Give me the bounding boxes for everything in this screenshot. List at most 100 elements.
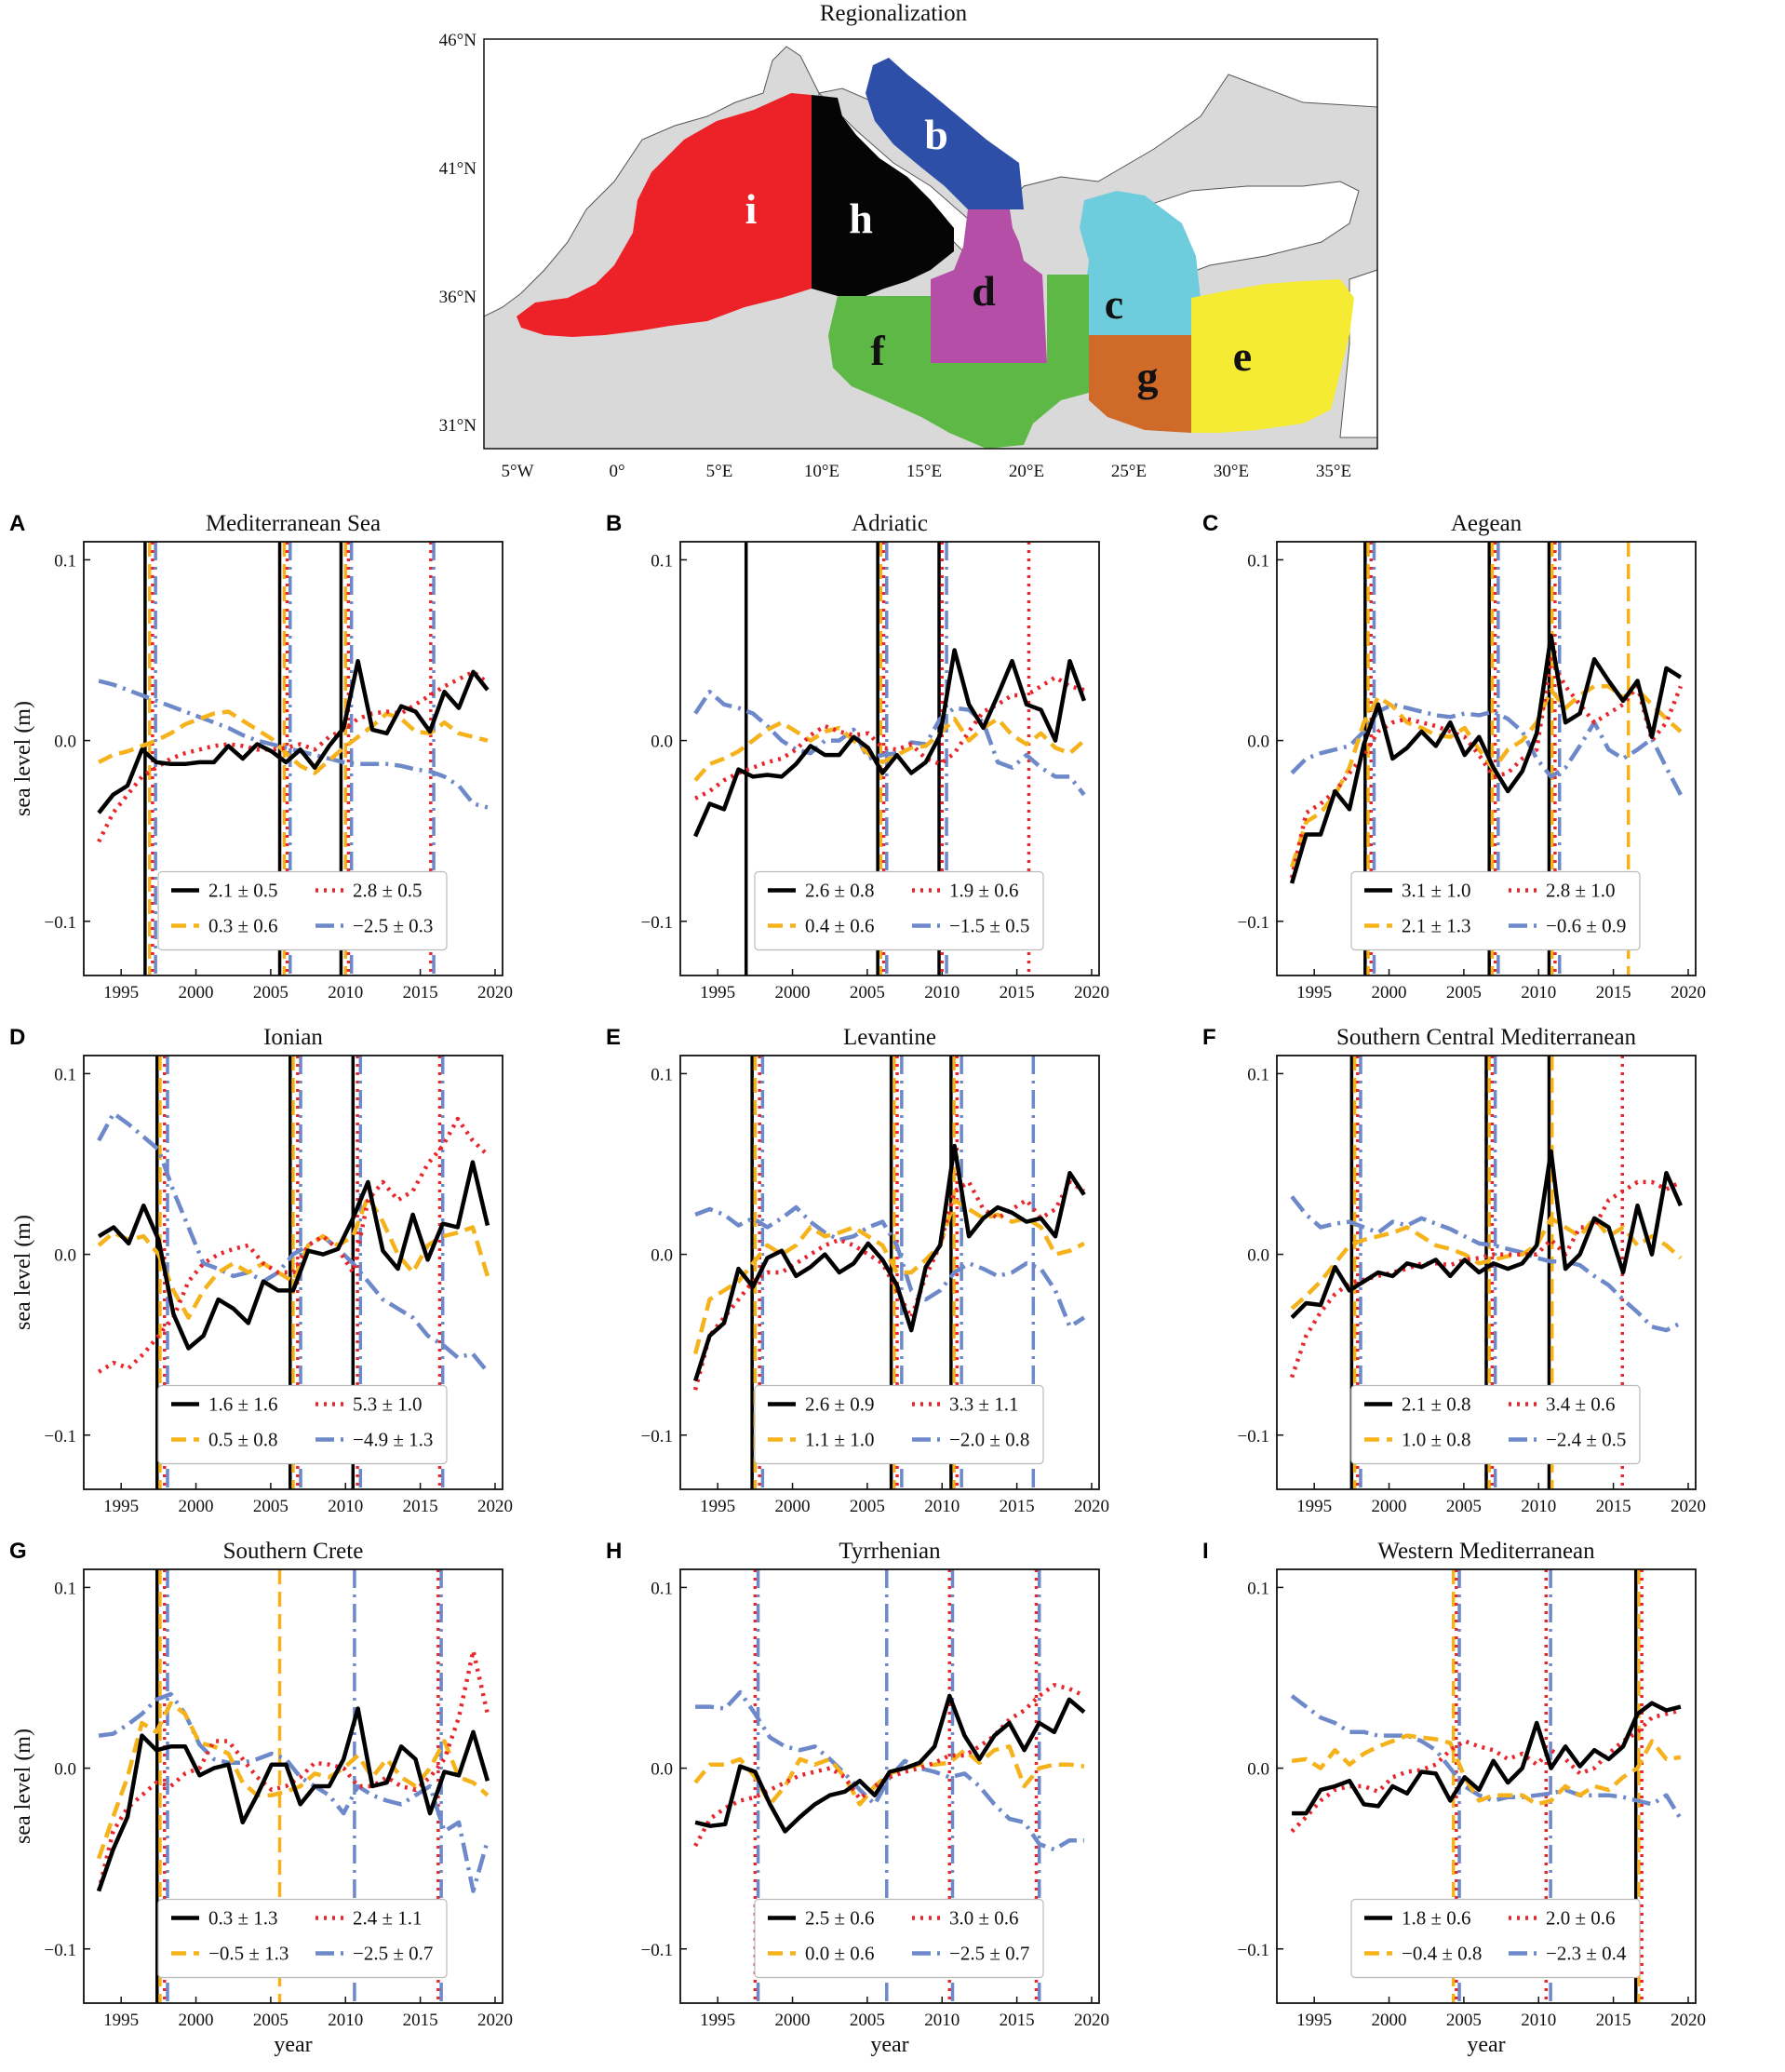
- panel-E: E Levantine 0.1 0.0 −0.1 1995 2000 2005 2010 2015…: [606, 1025, 1109, 1516]
- legend-box: [754, 870, 1044, 951]
- series-line-gmsl: [1289, 633, 1683, 884]
- y-tick-label: 0.1: [651, 551, 673, 571]
- region-h-tyrrhenian: [812, 95, 954, 296]
- series-line-gmsl: [1292, 1701, 1682, 1816]
- panel-title: Western Mediterranean: [1377, 1539, 1595, 1564]
- y-tick-label: 0.1: [1247, 1579, 1269, 1598]
- x-tick-label: 2015: [1000, 2011, 1035, 2030]
- panel-A: A Mediterranean Sea 0.1 0.0 −0.1 1995 2000 2005…: [9, 511, 513, 1002]
- region-label-c: c: [1105, 280, 1123, 328]
- map-lon-label: 25°E: [1111, 462, 1147, 481]
- series-line-gmsl: [96, 1706, 490, 1892]
- y-tick-label: 0.1: [651, 1065, 673, 1084]
- series-line-residual: [693, 689, 1086, 797]
- legend-label-gmsl: 1.8 ± 0.6: [1402, 1907, 1471, 1930]
- series-line-steric: [98, 709, 489, 775]
- legend-label-mass: 2.4 ± 1.1: [353, 1907, 423, 1930]
- legend-box: [1350, 870, 1641, 951]
- x-tick-label: 2005: [1446, 2011, 1482, 2030]
- panel-title: Southern Crete: [223, 1539, 364, 1564]
- x-tick-label: 2020: [477, 1497, 513, 1516]
- panel-letter: G: [9, 1539, 27, 1564]
- x-tick-label: 2000: [1372, 1497, 1407, 1516]
- region-e-levantine: [1191, 279, 1354, 433]
- panel-letter: A: [9, 511, 25, 536]
- regionalization-map: Regionalization b h i d c f g e 46°N 41°N…: [439, 1, 1378, 481]
- panel-title: Levantine: [843, 1025, 936, 1050]
- panel-F: F Southern Central Mediterranean 0.1 0.0 −0.…: [1202, 1025, 1706, 1516]
- panel-title: Tyrrhenian: [839, 1539, 941, 1564]
- x-tick-label: 2010: [924, 983, 960, 1002]
- axes-frame: [679, 541, 1100, 976]
- x-tick-label: 2020: [1074, 2011, 1109, 2030]
- legend-label-residual: −2.5 ± 0.7: [353, 1943, 433, 1965]
- y-tick-label: −0.1: [1238, 1427, 1269, 1446]
- legend-label-steric: 2.1 ± 1.3: [1402, 915, 1471, 937]
- x-tick-label: 2015: [403, 2011, 438, 2030]
- legend-label-mass: 3.0 ± 0.6: [949, 1907, 1019, 1930]
- x-tick-label: 2005: [850, 2011, 885, 2030]
- region-label-d: d: [972, 267, 996, 315]
- map-lon-label: 10°E: [804, 462, 839, 481]
- legend-label-residual: −4.9 ± 1.3: [353, 1429, 433, 1451]
- y-tick-label: 0.0: [651, 1246, 673, 1266]
- series-line-gmsl: [97, 658, 490, 814]
- region-label-g: g: [1137, 353, 1159, 400]
- x-tick-label: 2010: [328, 983, 363, 1002]
- legend-box: [1350, 1384, 1641, 1465]
- x-tick-label: 1995: [700, 2011, 735, 2030]
- region-label-f: f: [870, 327, 885, 374]
- series-line-gmsl: [693, 648, 1087, 838]
- legend-label-steric: 0.4 ± 0.6: [805, 915, 875, 937]
- map-lat-label: 41°N: [439, 159, 477, 179]
- legend-label-mass: 2.8 ± 0.5: [353, 880, 423, 902]
- region-label-e: e: [1233, 332, 1252, 380]
- legend-box: [157, 1898, 448, 1979]
- axes-frame: [1276, 1055, 1697, 1490]
- series-line-gmsl: [694, 1693, 1086, 1834]
- legend-label-mass: 5.3 ± 1.0: [353, 1393, 423, 1416]
- legend-label-gmsl: 2.6 ± 0.9: [805, 1393, 875, 1416]
- series-line-residual: [1290, 1694, 1683, 1821]
- y-tick-label: 0.0: [1247, 1246, 1269, 1266]
- legend-label-gmsl: 2.1 ± 0.5: [208, 880, 278, 902]
- x-tick-label: 2010: [924, 1497, 960, 1516]
- panel-letter: C: [1202, 511, 1218, 536]
- map-title: Regionalization: [820, 1, 968, 26]
- y-tick-label: 0.1: [651, 1579, 673, 1598]
- x-tick-label: 2020: [1074, 1497, 1109, 1516]
- legend-box: [1350, 1898, 1641, 1979]
- legend-label-mass: 2.8 ± 1.0: [1546, 880, 1616, 902]
- region-b-adriatic: [866, 58, 1024, 209]
- legend-label-mass: 1.9 ± 0.6: [949, 880, 1019, 902]
- panel-letter: I: [1202, 1539, 1209, 1564]
- map-tick-labels: 46°N 41°N 36°N 31°N 5°W 0° 5°E 10°E 15°E 20°E 25°E…: [439, 31, 1351, 481]
- panel-C: C Aegean 0.1 0.0 −0.1 1995 2000 2005 2010 2015 202…: [1202, 511, 1706, 1002]
- x-tick-label: 2005: [253, 2011, 289, 2030]
- series-line-residual: [694, 1204, 1086, 1329]
- x-tick-label: 2010: [328, 2011, 363, 2030]
- x-tick-label: 2015: [403, 1497, 438, 1516]
- panel-title: Aegean: [1451, 511, 1523, 536]
- series-line-mass: [97, 1116, 490, 1374]
- legend-box: [754, 1384, 1044, 1465]
- legend-label-residual: −2.0 ± 0.8: [949, 1429, 1029, 1451]
- y-tick-label: 0.0: [1247, 733, 1269, 752]
- y-tick-label: 0.0: [54, 1246, 76, 1266]
- series-line-gmsl: [1290, 1149, 1683, 1320]
- y-tick-label: −0.1: [641, 1941, 673, 1960]
- x-tick-label: 2015: [1000, 1497, 1035, 1516]
- series-line-steric: [693, 717, 1086, 782]
- y-axis-label: sea level (m): [11, 1215, 35, 1330]
- panel-letter: H: [606, 1539, 622, 1564]
- x-tick-label: 1995: [1296, 1497, 1332, 1516]
- x-tick-label: 1995: [1296, 983, 1332, 1002]
- y-tick-label: −0.1: [1238, 1941, 1269, 1960]
- map-lon-label: 15°E: [906, 462, 942, 481]
- x-tick-label: 2005: [850, 983, 885, 1002]
- legend-label-mass: 3.4 ± 0.6: [1546, 1393, 1616, 1416]
- panel-letter: F: [1202, 1025, 1216, 1050]
- x-tick-label: 2020: [1074, 983, 1109, 1002]
- x-tick-label: 1995: [700, 983, 735, 1002]
